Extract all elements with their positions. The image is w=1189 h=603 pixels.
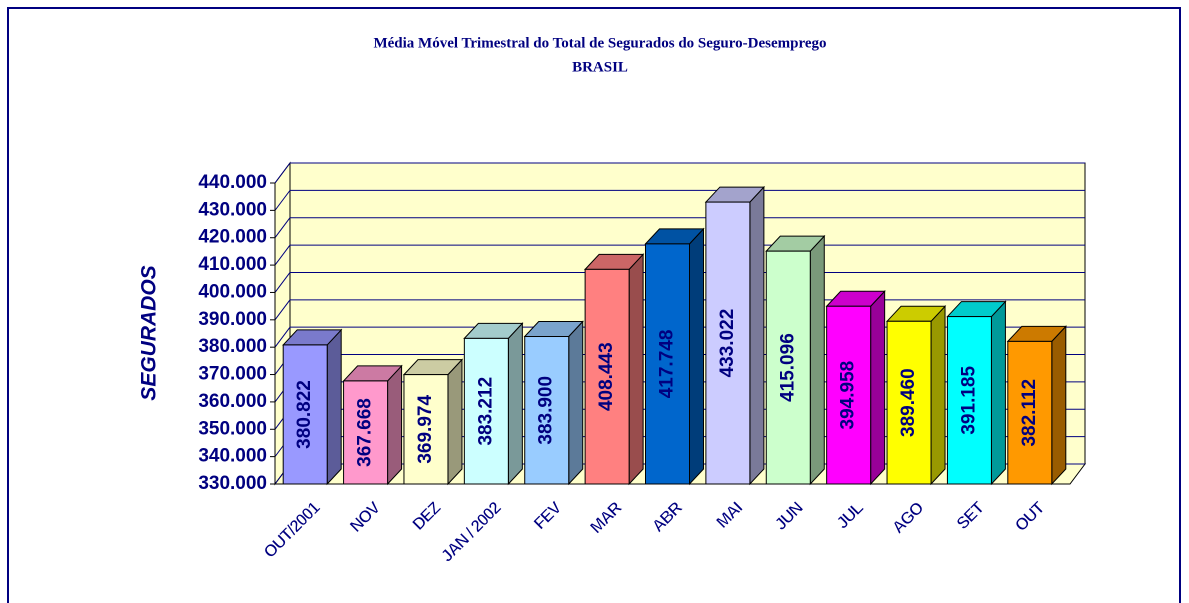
value-label: 417.748 xyxy=(657,330,678,399)
y-tick-label: 350.000 xyxy=(198,418,267,439)
bar-side xyxy=(930,305,946,486)
bar xyxy=(403,374,449,485)
grid-line-side xyxy=(274,244,291,266)
value-label: 415.096 xyxy=(777,333,798,402)
y-tick-label: 440.000 xyxy=(198,172,267,193)
bar-side xyxy=(990,300,1006,486)
chart-subtitle: BRASIL xyxy=(572,59,628,75)
y-tick-label: 430.000 xyxy=(198,199,267,220)
bar-side xyxy=(326,328,342,486)
grid-line-side xyxy=(274,162,291,184)
y-axis-label: SEGURADOS xyxy=(138,265,161,400)
chart-title: Média Móvel Trimestral do Total de Segur… xyxy=(373,35,826,51)
bar-side xyxy=(1051,325,1067,486)
bar-side xyxy=(507,322,523,486)
y-tick-label: 400.000 xyxy=(198,281,267,302)
y-tick-label: 340.000 xyxy=(198,446,267,467)
y-tick-label: 390.000 xyxy=(198,309,267,330)
bar-side xyxy=(870,289,886,486)
bar xyxy=(584,268,630,485)
value-label: 408.443 xyxy=(596,342,617,411)
bar-side xyxy=(447,358,463,486)
bar-side xyxy=(387,364,403,486)
grid-line-side xyxy=(274,299,291,321)
bar xyxy=(705,201,751,485)
grid-line-side xyxy=(274,272,291,293)
value-label: 382.112 xyxy=(1019,379,1040,447)
bar xyxy=(1007,340,1053,485)
value-label: 433.022 xyxy=(717,309,738,378)
bar xyxy=(765,250,811,485)
bar xyxy=(524,336,570,485)
value-label: 369.974 xyxy=(415,395,436,464)
bar-side xyxy=(628,253,644,486)
value-label: 383.212 xyxy=(475,377,496,446)
y-tick-label: 380.000 xyxy=(198,336,267,357)
value-label: 383.900 xyxy=(536,376,557,445)
bar-side xyxy=(749,185,765,486)
grid-line-side xyxy=(274,190,291,211)
grid-line-side xyxy=(274,217,291,239)
bar xyxy=(282,344,328,485)
value-label: 394.958 xyxy=(838,361,859,430)
grid-line-side xyxy=(274,326,291,348)
bar-side xyxy=(689,227,704,486)
bar xyxy=(886,320,932,485)
value-label: 389.460 xyxy=(898,368,919,437)
bar-side xyxy=(568,320,584,486)
y-tick-label: 410.000 xyxy=(198,254,267,275)
y-tick-label: 370.000 xyxy=(198,364,267,385)
bar xyxy=(645,243,690,485)
value-label: 380.822 xyxy=(294,380,315,449)
y-tick-label: 360.000 xyxy=(198,391,267,412)
value-label: 391.185 xyxy=(958,366,979,435)
value-label: 367.668 xyxy=(355,398,376,467)
bar xyxy=(343,380,389,485)
bar xyxy=(946,316,992,485)
bar-side xyxy=(809,234,825,486)
bar xyxy=(463,337,509,485)
y-tick-label: 420.000 xyxy=(198,227,267,248)
y-tick-label: 330.000 xyxy=(198,473,267,494)
bar xyxy=(826,305,872,485)
